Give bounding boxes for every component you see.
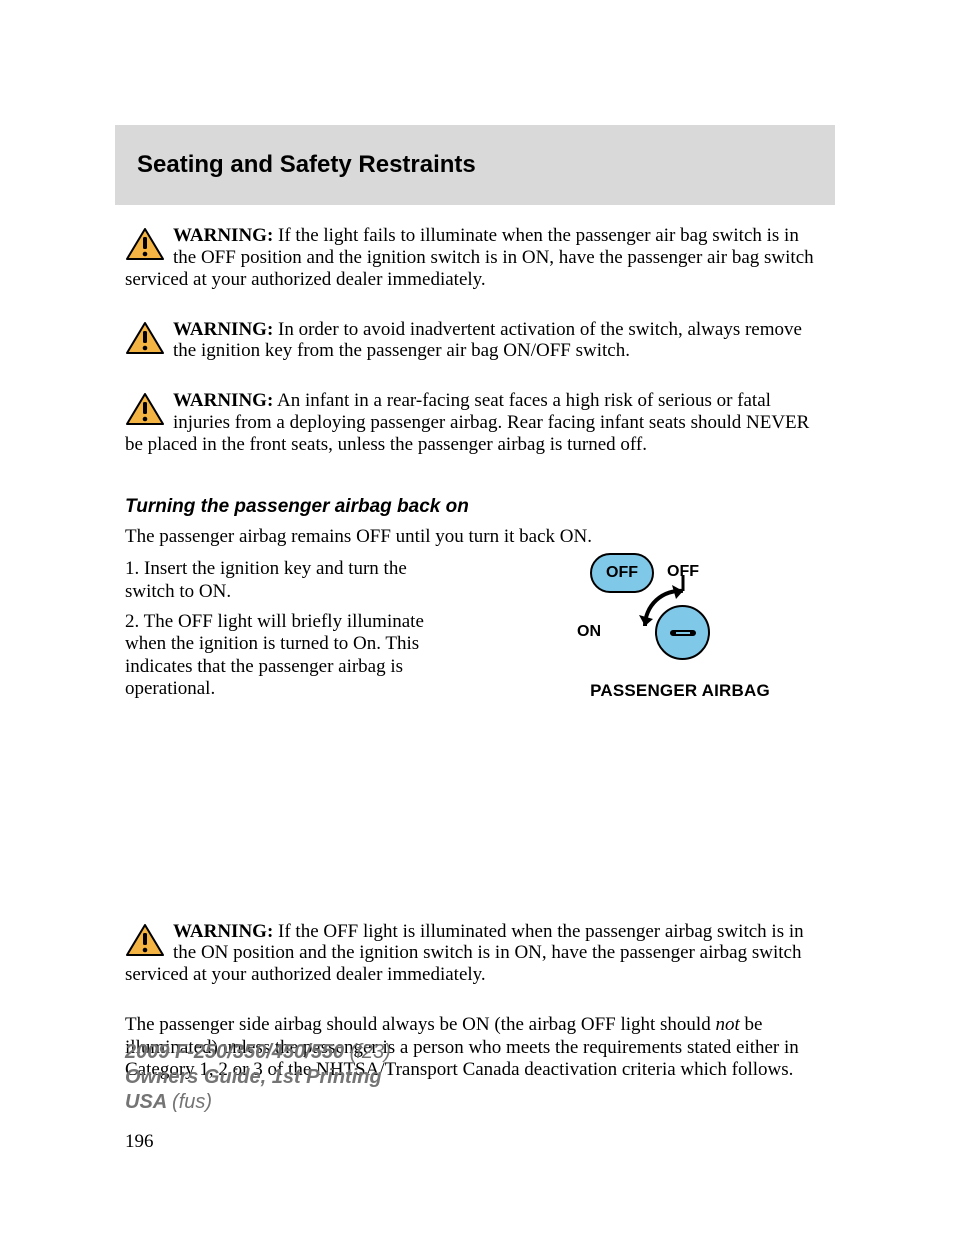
footer-line-1: 2009 F-250/350/450/550 (f23) [125, 1040, 391, 1065]
closing-pre: The passenger side airbag should always … [125, 1014, 715, 1035]
key-slot-icon [670, 630, 696, 636]
warning-icon [125, 392, 165, 426]
closing-emphasis: not [715, 1014, 739, 1035]
warning-block-4: WARNING: If the OFF light is illuminated… [125, 921, 825, 987]
page-content: WARNING: If the light fails to illuminat… [125, 225, 825, 1153]
footer-line-3: USA (fus) [125, 1090, 391, 1115]
footer: 2009 F-250/350/450/550 (f23) Owners Guid… [125, 1040, 391, 1115]
warning-label: WARNING: [173, 225, 273, 246]
warning-icon [125, 227, 165, 261]
key-switch-knob [655, 605, 710, 660]
subheading: Turning the passenger airbag back on [125, 496, 825, 518]
warning-block-1: WARNING: If the light fails to illuminat… [125, 225, 825, 291]
off-position-label: OFF [667, 563, 699, 581]
step-2: 2. The OFF light will briefly illuminate… [125, 611, 445, 701]
airbag-switch-diagram: OFF OFF ON PASSENGER AIRBAG [555, 553, 805, 733]
warning-label: WARNING: [173, 921, 273, 942]
warning-icon [125, 923, 165, 957]
section-title: Seating and Safety Restraints [137, 151, 476, 179]
intro-paragraph: The passenger airbag remains OFF until y… [125, 526, 825, 548]
warning-block-2: WARNING: In order to avoid inadvertent a… [125, 319, 825, 363]
footer-line-2: Owners Guide, 1st Printing [125, 1065, 391, 1090]
step-1: 1. Insert the ignition key and turn the … [125, 558, 445, 603]
warning-label: WARNING: [173, 390, 273, 411]
on-position-label: ON [577, 623, 601, 641]
diagram-caption: PASSENGER AIRBAG [555, 681, 805, 701]
warning-label: WARNING: [173, 319, 273, 340]
off-indicator-pill: OFF [590, 553, 654, 593]
section-header: Seating and Safety Restraints [115, 125, 835, 205]
page-number: 196 [125, 1131, 825, 1153]
warning-block-3: WARNING: An infant in a rear-facing seat… [125, 390, 825, 456]
warning-icon [125, 321, 165, 355]
